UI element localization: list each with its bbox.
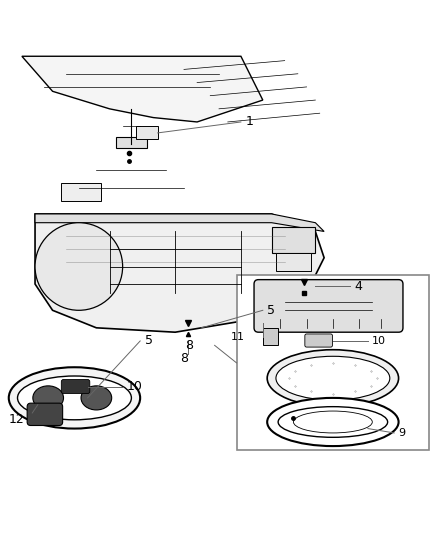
Bar [272, 227, 315, 253]
Ellipse shape [278, 407, 388, 437]
PathPatch shape [35, 214, 324, 332]
Ellipse shape [35, 223, 123, 310]
FancyBboxPatch shape [61, 379, 90, 393]
Bar [61, 183, 101, 201]
Text: 5: 5 [267, 304, 275, 317]
PathPatch shape [22, 56, 263, 122]
Ellipse shape [81, 386, 112, 410]
Text: 10: 10 [372, 336, 386, 346]
Text: 8: 8 [180, 352, 188, 365]
FancyBboxPatch shape [27, 403, 63, 425]
Ellipse shape [293, 411, 372, 433]
Text: 12: 12 [9, 413, 25, 426]
Ellipse shape [33, 386, 64, 410]
Bar [263, 328, 278, 345]
Bar [237, 275, 429, 450]
FancyBboxPatch shape [305, 334, 332, 347]
Text: 4: 4 [355, 280, 363, 293]
Ellipse shape [267, 398, 399, 446]
FancyBboxPatch shape [254, 280, 403, 332]
Ellipse shape [18, 376, 131, 420]
Text: 9: 9 [399, 428, 406, 438]
Bar [276, 253, 311, 271]
Text: 10: 10 [127, 381, 143, 393]
PathPatch shape [35, 214, 324, 231]
Ellipse shape [267, 350, 399, 407]
Bar [116, 138, 147, 148]
Text: 11: 11 [231, 332, 245, 342]
Bar [136, 126, 158, 140]
Ellipse shape [9, 367, 140, 429]
Ellipse shape [276, 356, 390, 400]
Text: 5: 5 [145, 335, 152, 348]
Text: 1: 1 [245, 116, 253, 128]
Text: 8: 8 [185, 339, 193, 352]
